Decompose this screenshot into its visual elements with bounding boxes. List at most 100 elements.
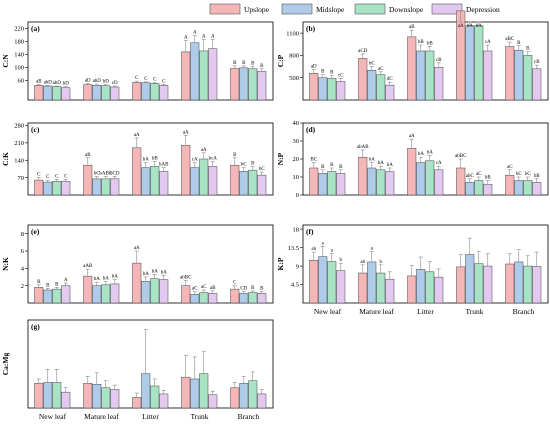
- sig-letter-e-3-2: aC: [201, 285, 207, 290]
- legend-label-depression: Depression: [466, 5, 500, 14]
- bar-e-4-2: [248, 292, 258, 304]
- sig-letter-c-0-2: C: [55, 174, 59, 179]
- sig-letter-e-1-1: bA: [94, 277, 101, 282]
- bar-d-0-2: [327, 171, 337, 196]
- sig-letter-d-4-1: bC: [516, 172, 523, 177]
- y-tick-label-f-1: 9: [296, 263, 299, 270]
- y-axis-label-d: N:P: [276, 152, 285, 165]
- legend-swatch-depression: [431, 3, 463, 15]
- sig-letter-c-3-0: aA: [183, 130, 189, 135]
- sig-letter-e-2-0: aA: [134, 246, 140, 251]
- sig-letter-e-3-3: aB: [210, 286, 216, 291]
- y-tick-label-b-2: 1100: [286, 30, 299, 37]
- y-tick-label-c-2: 210: [14, 140, 24, 147]
- bar-e-2-1: [141, 281, 151, 304]
- x-tick-label-f-2: Litter: [417, 307, 434, 316]
- sig-letter-a-4-0: B: [233, 61, 237, 66]
- bar-a-3-3: [208, 48, 218, 101]
- sig-letter-e-4-1: CD: [240, 287, 247, 292]
- sig-letter-e-1-2: bA: [103, 276, 110, 281]
- x-tick-label-g-0: New leaf: [39, 412, 67, 421]
- y-tick-label-c-1: 140: [14, 157, 24, 164]
- y-tick-label-c-0: 70: [18, 175, 25, 182]
- legend-swatch-upslope: [209, 3, 241, 15]
- legend-label-midslope: Midslope: [316, 5, 345, 14]
- bar-f-2-0: [407, 275, 417, 304]
- bar-e-3-2: [199, 292, 209, 304]
- sig-letter-a-2-3: C: [162, 79, 166, 84]
- bar-d-3-0: [456, 167, 466, 196]
- bar-a-2-3: [159, 85, 169, 101]
- sig-letter-b-0-0: aD: [311, 65, 317, 70]
- bar-d-1-3: [385, 171, 395, 196]
- bar-b-1-2: [376, 74, 386, 101]
- y-tick-label-d-3: 30: [293, 138, 300, 145]
- sig-letter-e-0-0: B: [37, 280, 41, 285]
- sig-letter-f-0-1: a: [322, 241, 325, 246]
- sig-letter-b-4-1: B: [517, 41, 521, 46]
- bar-a-0-1: [43, 85, 53, 101]
- sig-letter-c-4-3: bC: [259, 167, 266, 172]
- sig-letter-a-0-3: bD: [63, 82, 70, 87]
- panel-label-e: (e): [31, 227, 40, 236]
- y-tick-label-a-0: 60: [18, 78, 25, 85]
- bar-d-4-3: [532, 182, 542, 196]
- bar-f-4-3: [532, 266, 542, 304]
- bar-g-1-1: [92, 383, 102, 409]
- sig-letter-e-4-3: B: [260, 287, 264, 292]
- bar-b-2-3: [434, 67, 444, 101]
- panel-label-g: (g): [31, 322, 40, 331]
- bar-f-4-2: [523, 265, 533, 304]
- sig-letter-d-3-2: aC: [476, 172, 482, 177]
- panel-label-a: (a): [31, 24, 40, 33]
- bar-a-2-2: [150, 83, 160, 101]
- bar-f-1-1: [367, 261, 377, 304]
- sig-letter-e-0-2: B: [55, 282, 59, 287]
- bar-f-3-2: [474, 263, 484, 304]
- bar-g-2-2: [150, 385, 160, 409]
- sig-letter-f-0-0: ab: [311, 247, 316, 252]
- bar-c-1-0: [83, 164, 93, 196]
- bar-g-4-3: [257, 393, 267, 409]
- sig-letter-e-1-0: aAB: [83, 264, 93, 269]
- sig-letter-d-4-3: bB: [534, 174, 541, 179]
- sig-letter-d-0-0: BC: [310, 158, 317, 163]
- bar-g-0-2: [52, 382, 62, 409]
- sig-letter-b-3-0: aA: [458, 24, 464, 29]
- sig-letter-d-1-3: bA: [387, 163, 394, 168]
- bar-b-3-3: [483, 50, 493, 101]
- bar-e-1-3: [110, 283, 120, 304]
- bar-e-0-2: [52, 288, 62, 304]
- bar-e-0-3: [61, 285, 71, 304]
- sig-letter-d-2-2: bA: [427, 150, 434, 155]
- y-tick-label-d-2: 20: [293, 156, 300, 163]
- bar-g-0-0: [34, 383, 44, 409]
- y-axis-label-f: K:P: [276, 257, 285, 270]
- bar-c-0-1: [43, 181, 53, 196]
- sig-letter-c-1-2: bABC: [99, 171, 112, 176]
- bar-f-3-1: [465, 254, 475, 304]
- bar-c-3-1: [190, 167, 200, 196]
- y-axis-label-e: N:K: [1, 257, 10, 271]
- sig-letter-a-0-2: abD: [53, 81, 62, 86]
- y-tick-label-a-1: 100: [14, 65, 24, 72]
- sig-letter-d-4-0: aC: [507, 165, 513, 170]
- sig-letter-d-2-0: aA: [409, 134, 415, 139]
- sig-letter-a-4-3: B: [260, 64, 264, 69]
- bar-b-4-0: [505, 46, 515, 101]
- sig-letter-b-1-3: dC: [387, 77, 394, 82]
- bar-g-3-2: [199, 373, 209, 409]
- sig-letter-c-2-0: aA: [134, 133, 140, 138]
- sig-letter-a-0-0: aB: [36, 79, 42, 84]
- sig-letter-e-1-3: bA: [112, 275, 119, 280]
- sig-letter-a-0-1: abD: [44, 80, 53, 85]
- bar-c-2-3: [159, 171, 169, 196]
- sig-letter-e-0-3: A: [64, 278, 68, 283]
- x-tick-label-g-2: Litter: [142, 412, 159, 421]
- sig-letter-c-2-3: bAB: [159, 163, 169, 168]
- panel-label-b: (b): [306, 24, 316, 33]
- bar-e-3-3: [208, 293, 218, 304]
